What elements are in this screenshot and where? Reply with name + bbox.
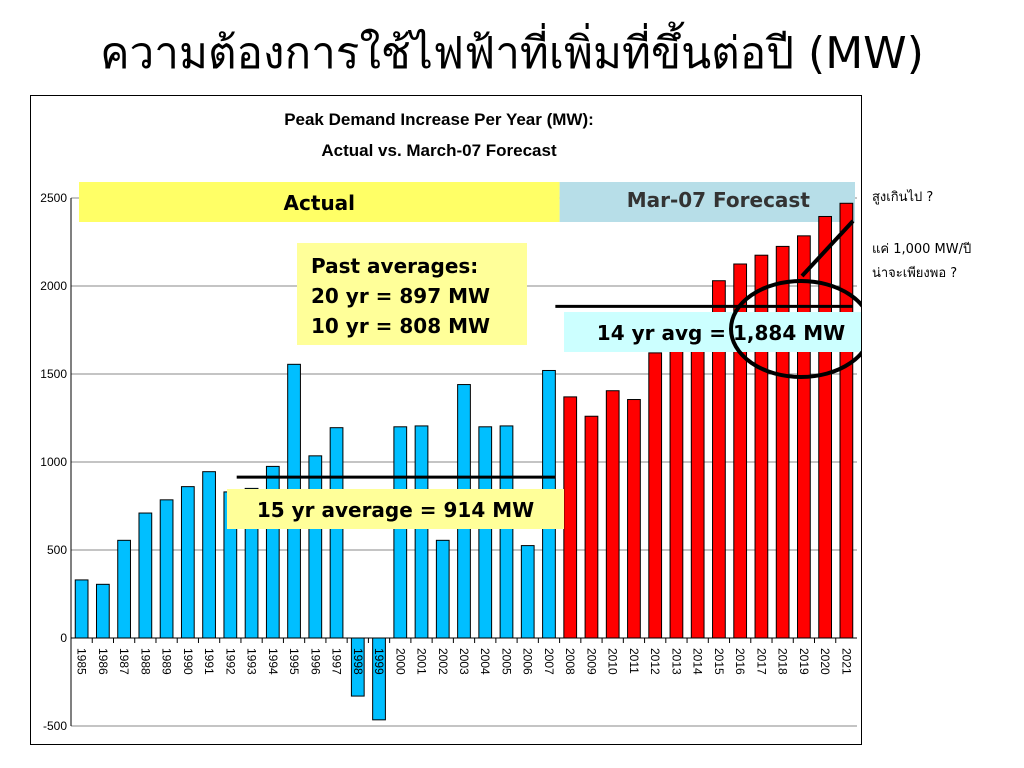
x-tick-label: 1990 xyxy=(181,648,195,675)
forecast-bar-2010 xyxy=(605,390,620,639)
period-bands: Actual Mar-07 Forecast xyxy=(79,182,855,222)
x-tick-label: 1987 xyxy=(117,648,131,675)
x-tick-label: 1992 xyxy=(223,648,237,675)
y-tick-label: 1000 xyxy=(40,455,67,469)
x-tick-label: 2015 xyxy=(712,648,726,675)
x-tick-label: 1997 xyxy=(330,648,344,675)
x-tick-label: 2021 xyxy=(839,648,853,675)
actual-bar-1997 xyxy=(329,427,344,639)
x-tick-label: 2017 xyxy=(754,648,768,675)
x-tick-label: 1991 xyxy=(202,648,216,675)
actual-bar-1996 xyxy=(308,455,323,639)
actual-bar-1987 xyxy=(117,539,131,639)
actual-bar-1988 xyxy=(138,512,153,639)
y-tick-label: 2000 xyxy=(40,279,67,293)
forecast-band-label: Mar-07 Forecast xyxy=(627,188,811,212)
actual-bar-1990 xyxy=(180,486,195,639)
x-tick-label: 2011 xyxy=(627,648,641,674)
forecast-bar-2009 xyxy=(584,415,599,639)
chart-title: Peak Demand Increase Per Year (MW): xyxy=(284,110,594,129)
x-tick-label: 2007 xyxy=(542,648,556,675)
pointer-line xyxy=(800,219,855,278)
x-tick-label: 2020 xyxy=(818,648,832,675)
highlight-ellipse xyxy=(729,279,861,379)
side-note-too-high: สูงเกินไป ? xyxy=(872,190,934,205)
x-tick-label: 2001 xyxy=(415,648,429,675)
x-tick-label: 2010 xyxy=(606,648,620,675)
x-tick-label: 2009 xyxy=(584,648,598,675)
actual-bar-2006 xyxy=(520,545,535,639)
past-averages-title: Past averages: xyxy=(311,254,478,278)
actual-bar-1991 xyxy=(202,471,216,639)
past-average-20yr: 20 yr = 897 MW xyxy=(311,284,490,308)
actual-bar-2000 xyxy=(393,426,408,639)
side-note-1000mw: แค่ 1,000 MW/ปี xyxy=(872,242,972,257)
actual-bar-1989 xyxy=(159,499,174,639)
x-tick-label: 1988 xyxy=(138,648,152,675)
actual-bar-2002 xyxy=(435,539,450,639)
axes: 2500 2000 1500 1000 500 0 -500 1985 1986 1987 1988… xyxy=(40,191,857,733)
avg-15yr-label: 15 yr average = 914 MW xyxy=(257,498,534,522)
y-tick-label: -500 xyxy=(43,719,67,733)
x-tick-label: 1989 xyxy=(160,648,174,675)
y-tick-label: 500 xyxy=(47,543,67,557)
x-tick-label: 2006 xyxy=(521,648,535,675)
forecast-bar-2012 xyxy=(648,352,663,639)
x-tick-label: 2014 xyxy=(691,648,705,675)
actual-band-label: Actual xyxy=(284,191,355,215)
side-note-enough: น่าจะเพียงพอ ? xyxy=(872,266,958,281)
x-tick-label: 2000 xyxy=(393,648,407,675)
avg-14yr-box xyxy=(564,312,861,352)
x-tick-label: 1994 xyxy=(266,648,280,675)
actual-bar-2005 xyxy=(499,425,514,639)
x-tick-label: 2016 xyxy=(733,648,747,675)
forecast-bar-2013 xyxy=(669,328,684,639)
x-tick-label: 2012 xyxy=(648,648,662,675)
actual-bar-2004 xyxy=(478,426,493,639)
x-tick-label: 1995 xyxy=(287,648,301,675)
avg-15yr-box xyxy=(227,489,564,529)
chart-subtitle: Actual vs. March-07 Forecast xyxy=(321,141,557,160)
x-tick-label: 2005 xyxy=(499,648,513,675)
x-tick-label: 1996 xyxy=(308,648,322,675)
avg-14yr-label: 14 yr avg = 1,884 MW xyxy=(597,321,845,345)
x-tick-label: 2018 xyxy=(776,648,790,675)
y-tick-label: 1500 xyxy=(40,367,67,381)
slide-title: ความต้องการใช้ไฟฟ้าที่เพิ่มที่ขึ้นต่อปี … xyxy=(100,28,924,79)
forecast-bar-2021 xyxy=(839,202,854,639)
x-tick-label: 2002 xyxy=(436,648,450,675)
forecast-bar-2014 xyxy=(690,315,705,639)
past-average-10yr: 10 yr = 808 MW xyxy=(311,314,490,338)
x-tick-label: 1999 xyxy=(372,648,386,675)
actual-bar-1986 xyxy=(95,583,110,639)
x-tick-label: 2013 xyxy=(669,648,683,675)
actual-band xyxy=(79,182,560,222)
bar-chart: Peak Demand Increase Per Year (MW): Actu… xyxy=(40,110,861,733)
chart-frame: Peak Demand Increase Per Year (MW): Actu… xyxy=(30,95,862,745)
y-tick-label: 2500 xyxy=(40,191,67,205)
forecast-bar-2020 xyxy=(818,215,833,639)
forecast-band xyxy=(559,182,855,222)
forecast-bar-2008 xyxy=(563,396,578,639)
x-tick-label: 1986 xyxy=(96,648,110,675)
past-averages-box xyxy=(297,243,527,345)
x-tick-label: 2008 xyxy=(563,648,577,675)
x-tick-label: 1985 xyxy=(75,648,89,675)
actual-bar-1985 xyxy=(74,579,89,639)
x-tick-label: 2019 xyxy=(797,648,811,675)
forecast-bar-2011 xyxy=(627,399,641,639)
annotations: Past averages: 20 yr = 897 MW 10 yr = 808 … xyxy=(227,219,861,529)
x-tick-label: 2004 xyxy=(478,648,492,675)
x-tick-label: 1998 xyxy=(351,648,365,675)
x-tick-label: 1993 xyxy=(245,648,259,675)
y-tick-label: 0 xyxy=(60,631,67,645)
actual-bar-2001 xyxy=(414,425,429,639)
forecast-bar-2019 xyxy=(797,235,811,639)
x-tick-label: 2003 xyxy=(457,648,471,675)
